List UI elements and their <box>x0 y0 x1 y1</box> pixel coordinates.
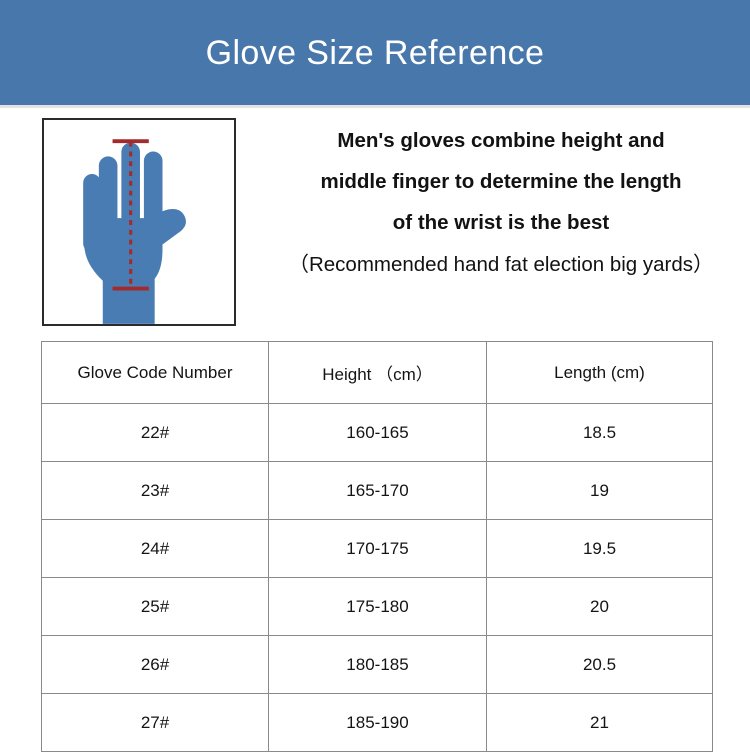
description-block: Men's gloves combine height and middle f… <box>255 120 747 287</box>
column-header-glove-code: Glove Code Number <box>41 341 269 404</box>
table-body: 22# 160-165 18.5 23# 165-170 19 24# 170-… <box>41 403 713 752</box>
cell-glove-code: 25# <box>41 577 269 636</box>
cell-height: 180-185 <box>268 635 487 694</box>
page-title: Glove Size Reference <box>205 33 545 72</box>
table-header-row: Glove Code Number Height （cm） Length (cm… <box>41 341 713 404</box>
table-row: 27# 185-190 21 <box>41 693 713 752</box>
description-line-3: of the wrist is the best <box>392 211 610 234</box>
table-row: 26# 180-185 20.5 <box>41 635 713 694</box>
cell-glove-code: 24# <box>41 519 269 578</box>
cell-glove-code: 23# <box>41 461 269 520</box>
description-line-2: middle finger to determine the length <box>320 170 682 193</box>
cell-length: 20 <box>486 577 713 636</box>
cell-length: 19.5 <box>486 519 713 578</box>
cell-height: 170-175 <box>268 519 487 578</box>
table-row: 25# 175-180 20 <box>41 577 713 636</box>
column-header-height: Height （cm） <box>268 341 487 404</box>
hand-diagram-frame <box>42 118 236 326</box>
hand-illustration <box>83 139 186 324</box>
cell-length: 20.5 <box>486 635 713 694</box>
cell-glove-code: 22# <box>41 403 269 462</box>
table-row: 22# 160-165 18.5 <box>41 403 713 462</box>
column-header-length: Length (cm) <box>486 341 713 404</box>
table-row: 23# 165-170 19 <box>41 461 713 520</box>
cell-glove-code: 27# <box>41 693 269 752</box>
cell-height: 160-165 <box>268 403 487 462</box>
cell-height: 175-180 <box>268 577 487 636</box>
banner-underline-divider <box>0 105 750 108</box>
table-row: 24# 170-175 19.5 <box>41 519 713 578</box>
cell-glove-code: 26# <box>41 635 269 694</box>
cell-length: 19 <box>486 461 713 520</box>
glove-size-table: Glove Code Number Height （cm） Length (cm… <box>41 341 713 752</box>
cell-height: 185-190 <box>268 693 487 752</box>
cell-length: 21 <box>486 693 713 752</box>
cell-height: 165-170 <box>268 461 487 520</box>
header-banner: Glove Size Reference <box>0 0 750 105</box>
description-line-1: Men's gloves combine height and <box>337 129 665 152</box>
description-note: （Recommended hand fat election big yards… <box>288 253 714 276</box>
cell-length: 18.5 <box>486 403 713 462</box>
